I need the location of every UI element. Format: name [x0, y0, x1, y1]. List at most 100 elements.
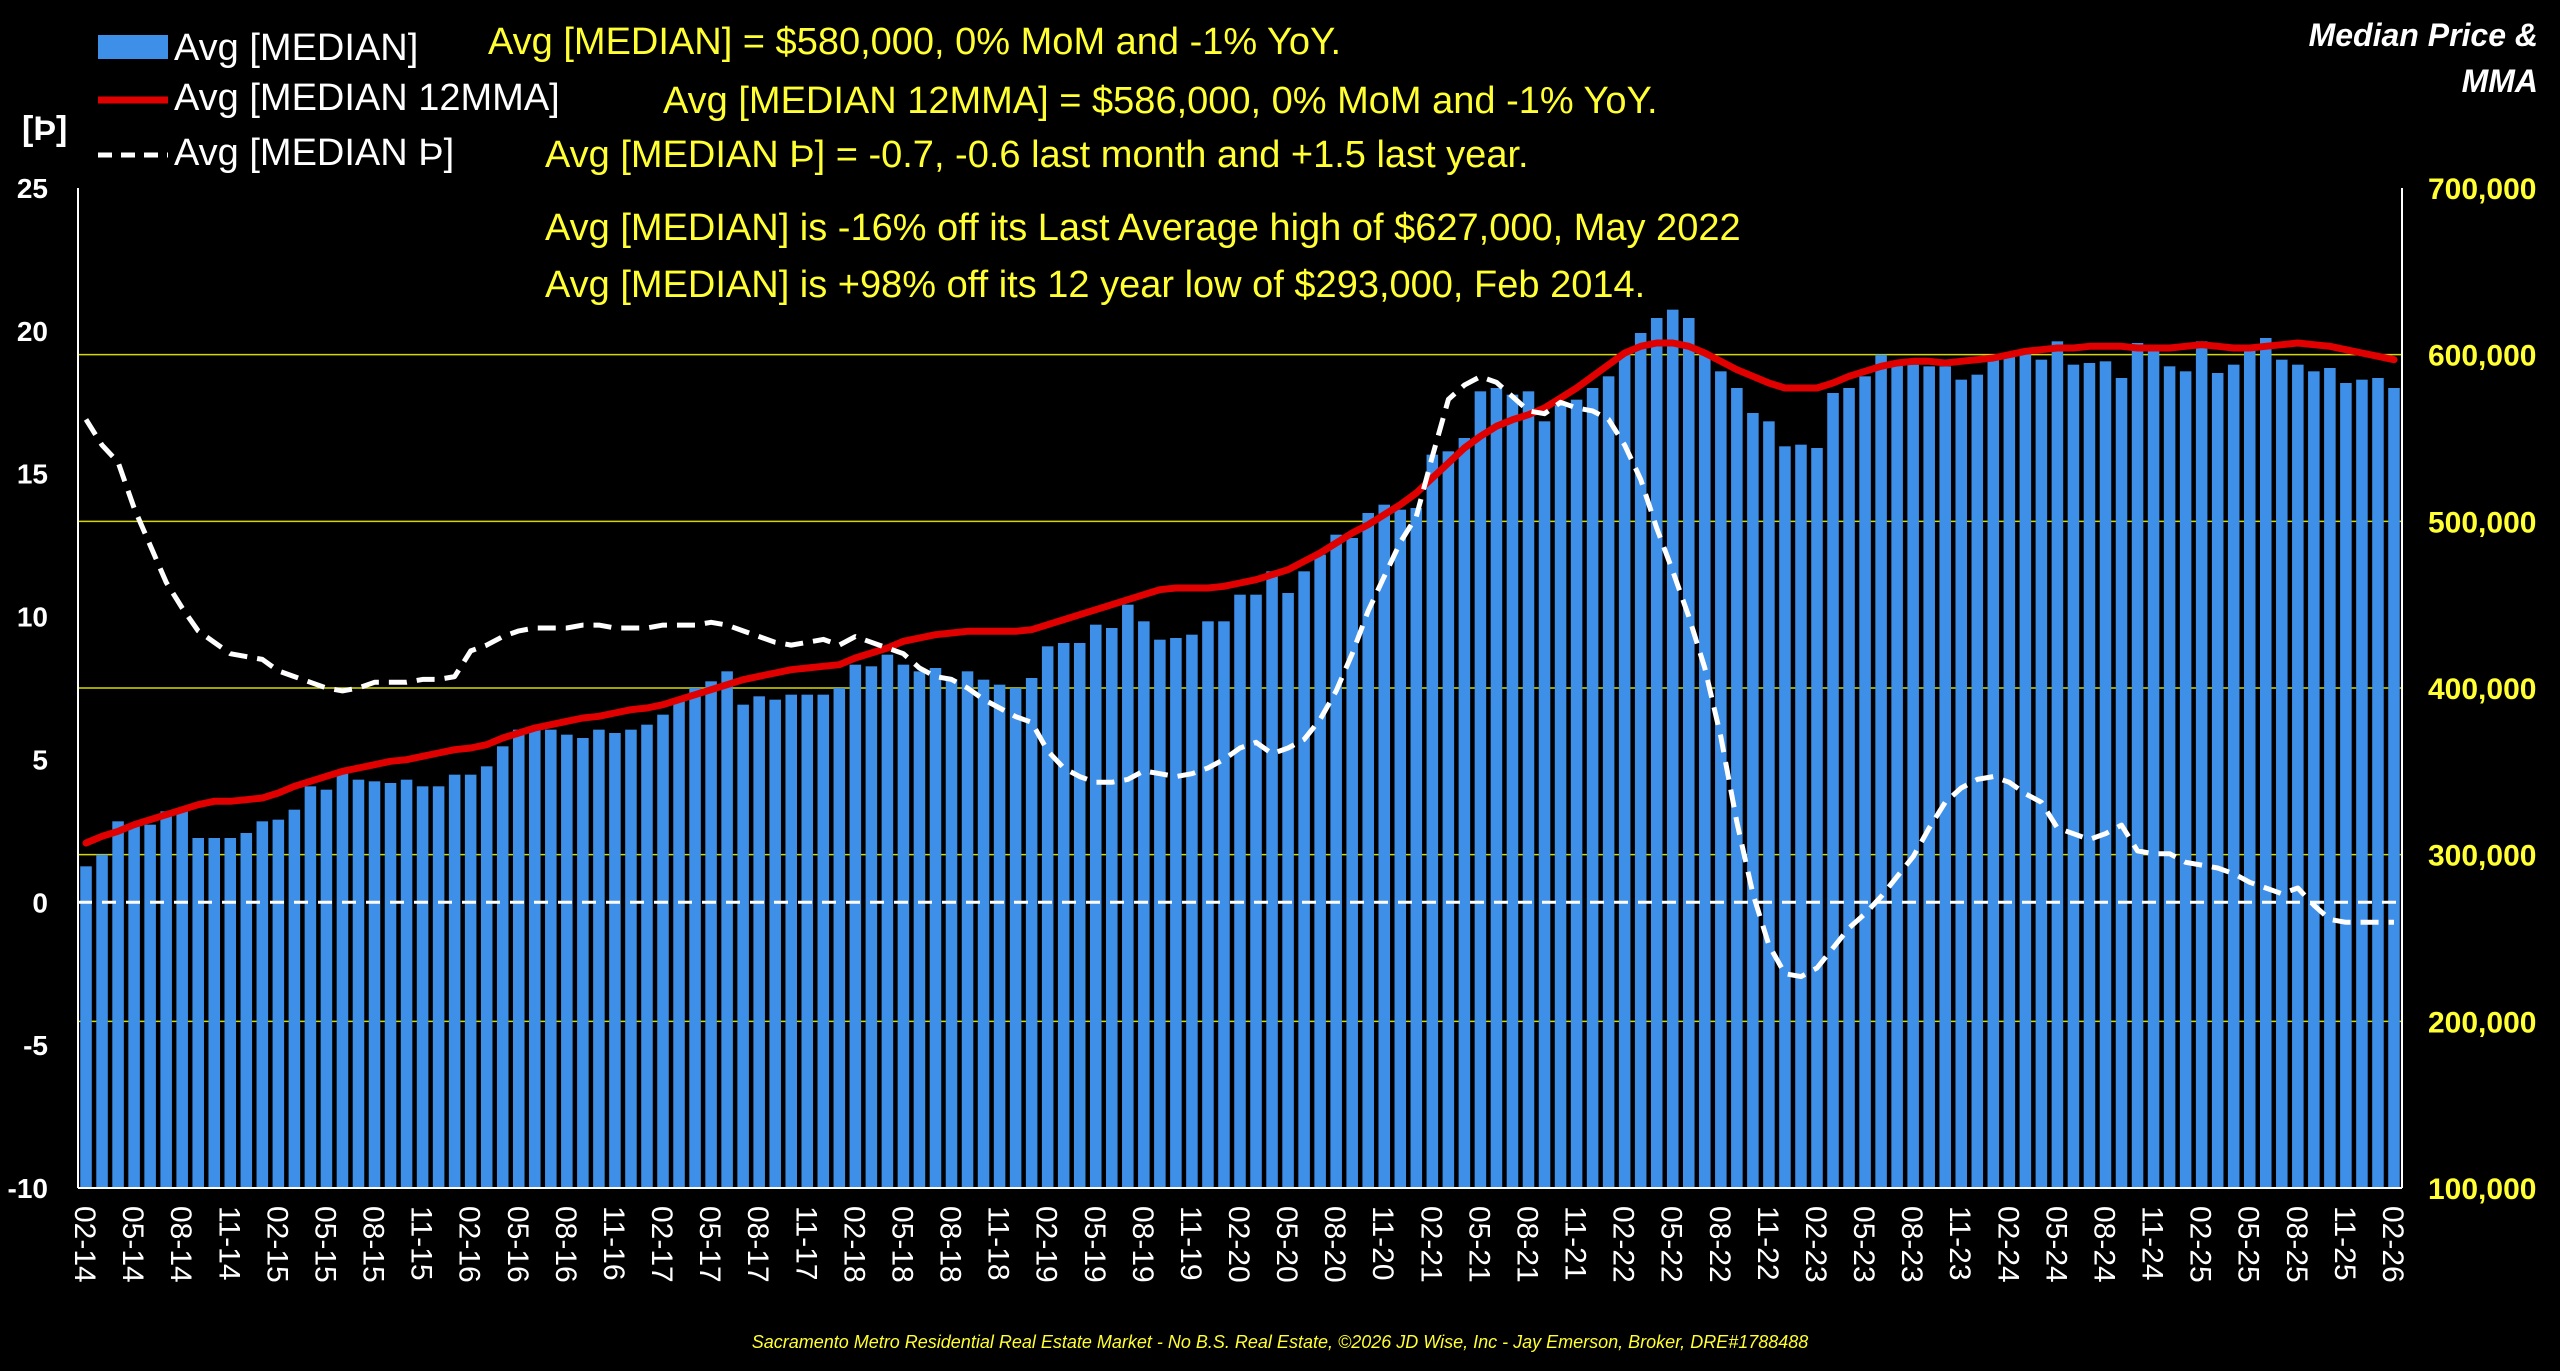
bar [96, 854, 108, 1188]
bar [192, 838, 204, 1188]
bar [1122, 604, 1134, 1188]
bar [545, 729, 557, 1188]
bar [2340, 383, 2352, 1188]
bar [1763, 421, 1775, 1188]
bar [2019, 351, 2032, 1188]
x-tick-label: 02-16 [453, 1206, 486, 1283]
right-tick-label: 100,000 [2428, 1173, 2536, 1206]
bar [1266, 571, 1278, 1188]
bar [2115, 378, 2128, 1188]
left-tick-label: 25 [17, 173, 48, 204]
bar [2276, 359, 2288, 1189]
bar [1474, 391, 1487, 1188]
x-tick-label: 11-17 [789, 1206, 822, 1281]
bar [657, 714, 669, 1188]
bar [929, 668, 942, 1188]
bar [1570, 399, 1583, 1189]
x-tick-label: 05-17 [693, 1206, 726, 1283]
x-tick-label: 02-22 [1607, 1206, 1640, 1283]
x-tick-label: 02-14 [68, 1206, 101, 1283]
bar [2179, 371, 2192, 1188]
bar [993, 684, 1006, 1188]
bar [1586, 388, 1599, 1188]
bar [2308, 371, 2320, 1188]
bar [512, 729, 525, 1188]
x-tick-label: 11-25 [2328, 1206, 2361, 1281]
bar [961, 671, 974, 1188]
bar [304, 786, 317, 1188]
x-tick-label: 11-14 [212, 1206, 245, 1281]
bar [1202, 621, 1214, 1188]
axes [77, 188, 2403, 1189]
bar [2259, 338, 2272, 1188]
bar [1041, 646, 1054, 1188]
bar [673, 699, 685, 1188]
x-tick-label: 11-20 [1366, 1206, 1399, 1281]
x-tick-label: 02-23 [1799, 1206, 1832, 1283]
x-tick-label: 11-24 [2136, 1206, 2169, 1281]
bar [593, 729, 605, 1188]
bar [336, 773, 349, 1188]
bar [1731, 388, 1743, 1188]
bar [641, 724, 653, 1188]
bar [1458, 438, 1471, 1188]
bar [320, 789, 333, 1188]
bar [881, 654, 894, 1188]
bar [1811, 448, 1823, 1188]
bar [464, 774, 477, 1188]
legend-label: Avg [MEDIAN] [174, 27, 418, 69]
bar [1442, 451, 1455, 1188]
bar [1827, 393, 1839, 1188]
bar [609, 733, 621, 1188]
right-tick-label: 300,000 [2428, 840, 2536, 873]
bar [2035, 359, 2048, 1189]
right-tick-label: 700,000 [2428, 173, 2536, 206]
x-tick-label: 08-22 [1703, 1206, 1736, 1283]
bar [769, 699, 781, 1188]
bar [865, 666, 878, 1188]
x-tick-label: 05-18 [885, 1206, 918, 1283]
bar [1634, 333, 1647, 1188]
bar-series [80, 309, 2400, 1189]
x-tick-label: 11-15 [405, 1206, 438, 1281]
bar [1923, 366, 1935, 1188]
bar [1362, 513, 1374, 1188]
left-tick-label: 10 [17, 602, 48, 633]
x-tick-label: 05-20 [1270, 1206, 1303, 1283]
bar [1907, 364, 1919, 1189]
x-tick-label: 02-26 [2376, 1206, 2409, 1283]
x-tick-label: 11-18 [982, 1206, 1015, 1281]
bar [1186, 634, 1198, 1188]
x-tick-label: 11-22 [1751, 1206, 1784, 1281]
bar [1618, 354, 1631, 1189]
bar [2388, 388, 2400, 1188]
bar [977, 679, 990, 1188]
bar [128, 824, 140, 1188]
bar [1394, 509, 1407, 1189]
left-tick-label: -5 [23, 1030, 48, 1061]
x-tick-label: 08-17 [741, 1206, 774, 1283]
x-tick-label: 08-16 [549, 1206, 582, 1283]
bar [1250, 594, 1262, 1188]
x-tick-label: 08-21 [1510, 1206, 1543, 1283]
right-tick-label: 500,000 [2428, 506, 2536, 539]
bar [1282, 593, 1294, 1188]
bar [897, 664, 910, 1188]
bar [2243, 346, 2256, 1188]
bar [1747, 413, 1759, 1188]
bar [1522, 391, 1535, 1188]
bar [1314, 554, 1326, 1188]
bar [2211, 373, 2224, 1188]
bar [1939, 366, 1951, 1188]
bar [2163, 366, 2176, 1188]
bar [2147, 351, 2160, 1188]
bar [689, 688, 701, 1188]
bar [1346, 538, 1358, 1188]
mma-series-line [82, 339, 2398, 847]
bar [2324, 368, 2336, 1188]
bar [1330, 534, 1342, 1188]
x-tick-label: 11-19 [1174, 1206, 1207, 1281]
line-series [78, 339, 2402, 980]
bar [1057, 643, 1070, 1188]
